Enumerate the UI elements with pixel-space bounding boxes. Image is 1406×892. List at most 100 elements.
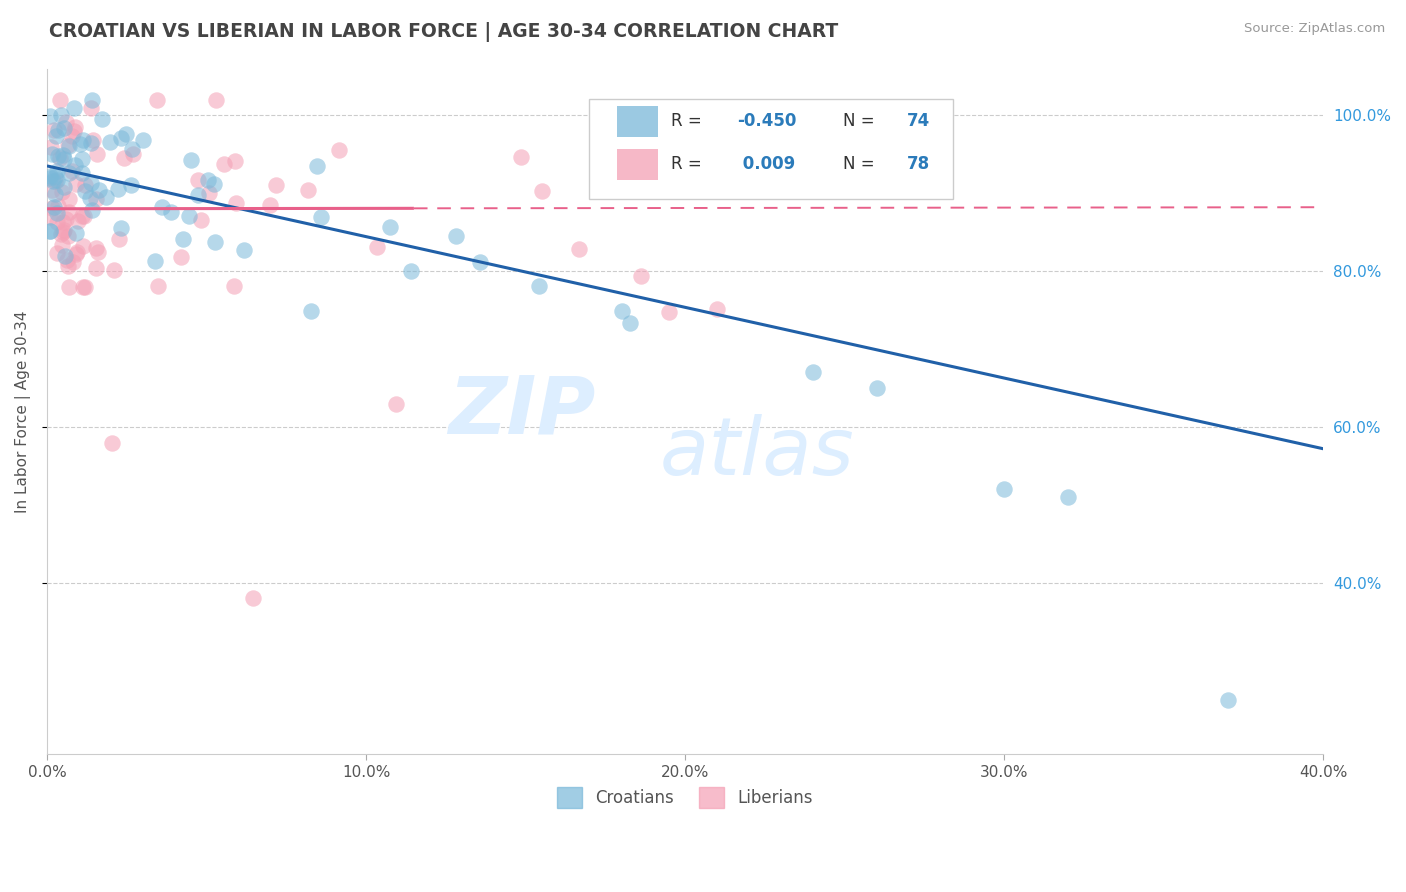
Point xyxy=(46,199,69,213)
Point xyxy=(58,166,80,180)
Point xyxy=(49,93,72,107)
Point xyxy=(204,235,226,249)
Point xyxy=(112,151,135,165)
Point xyxy=(39,169,62,183)
Point xyxy=(58,259,80,273)
Point xyxy=(444,229,467,244)
Point xyxy=(121,147,143,161)
Point xyxy=(384,396,406,410)
Point xyxy=(107,182,129,196)
Point xyxy=(468,254,491,268)
Point xyxy=(62,255,84,269)
Point xyxy=(531,184,554,198)
Point xyxy=(63,120,86,134)
Point xyxy=(146,93,169,107)
Point xyxy=(120,178,142,193)
Point xyxy=(45,205,67,219)
Text: atlas: atlas xyxy=(659,414,855,491)
Point xyxy=(619,317,641,331)
Point xyxy=(399,264,422,278)
Point xyxy=(79,136,101,151)
Point xyxy=(58,139,80,153)
Point xyxy=(56,138,79,153)
Point xyxy=(44,200,66,214)
Point xyxy=(52,148,75,162)
Point xyxy=(51,227,73,241)
Point xyxy=(70,166,93,180)
Point xyxy=(65,226,87,240)
Point xyxy=(48,149,70,163)
Point xyxy=(1057,490,1080,504)
Point xyxy=(46,122,69,136)
Point xyxy=(143,254,166,268)
Point xyxy=(197,173,219,187)
Point xyxy=(103,263,125,277)
Point xyxy=(222,278,245,293)
Point xyxy=(41,184,63,198)
Point xyxy=(60,163,83,178)
Point xyxy=(179,209,201,223)
Point xyxy=(82,132,104,146)
Point xyxy=(41,202,63,216)
Point xyxy=(55,211,77,226)
Point xyxy=(53,152,76,166)
Point xyxy=(242,591,264,606)
Point xyxy=(72,133,94,147)
Y-axis label: In Labor Force | Age 30-34: In Labor Force | Age 30-34 xyxy=(15,310,31,513)
Point xyxy=(132,133,155,147)
Point xyxy=(190,212,212,227)
Point xyxy=(297,183,319,197)
Point xyxy=(510,150,533,164)
Point xyxy=(39,139,62,153)
Point xyxy=(51,107,73,121)
Point xyxy=(529,279,551,293)
Point xyxy=(86,192,108,206)
Point xyxy=(214,156,236,170)
Point xyxy=(299,304,322,318)
Text: R =: R = xyxy=(671,112,707,130)
Point xyxy=(205,93,228,107)
Point xyxy=(309,211,332,225)
Point xyxy=(94,189,117,203)
Point xyxy=(55,115,77,129)
Text: 0.009: 0.009 xyxy=(738,155,796,173)
Point xyxy=(53,223,76,237)
Point xyxy=(84,260,107,275)
Point xyxy=(87,244,110,259)
Point xyxy=(198,186,221,201)
Point xyxy=(60,128,83,143)
Point xyxy=(45,214,67,228)
Point xyxy=(87,183,110,197)
Point xyxy=(121,142,143,156)
Text: -0.450: -0.450 xyxy=(738,112,797,130)
Point xyxy=(75,279,97,293)
Point xyxy=(41,146,63,161)
Point xyxy=(51,238,73,252)
Text: ZIP: ZIP xyxy=(449,372,596,450)
Point xyxy=(75,178,97,192)
Point xyxy=(58,205,80,219)
Point xyxy=(170,250,193,264)
Point xyxy=(706,301,728,316)
Point xyxy=(259,198,281,212)
Point xyxy=(328,143,350,157)
Point xyxy=(801,365,824,379)
Point xyxy=(86,146,108,161)
Text: N =: N = xyxy=(844,155,880,173)
Point xyxy=(66,214,89,228)
Point xyxy=(79,191,101,205)
Point xyxy=(62,123,84,137)
Point xyxy=(115,127,138,141)
Point xyxy=(110,221,132,235)
Point xyxy=(266,178,288,193)
Point xyxy=(39,224,62,238)
Point xyxy=(63,101,86,115)
Point xyxy=(53,248,76,262)
FancyBboxPatch shape xyxy=(589,99,953,199)
Point xyxy=(52,214,75,228)
Point xyxy=(630,269,652,284)
Point xyxy=(51,185,73,199)
Point xyxy=(84,241,107,255)
Point xyxy=(80,101,103,115)
Point xyxy=(72,239,94,253)
